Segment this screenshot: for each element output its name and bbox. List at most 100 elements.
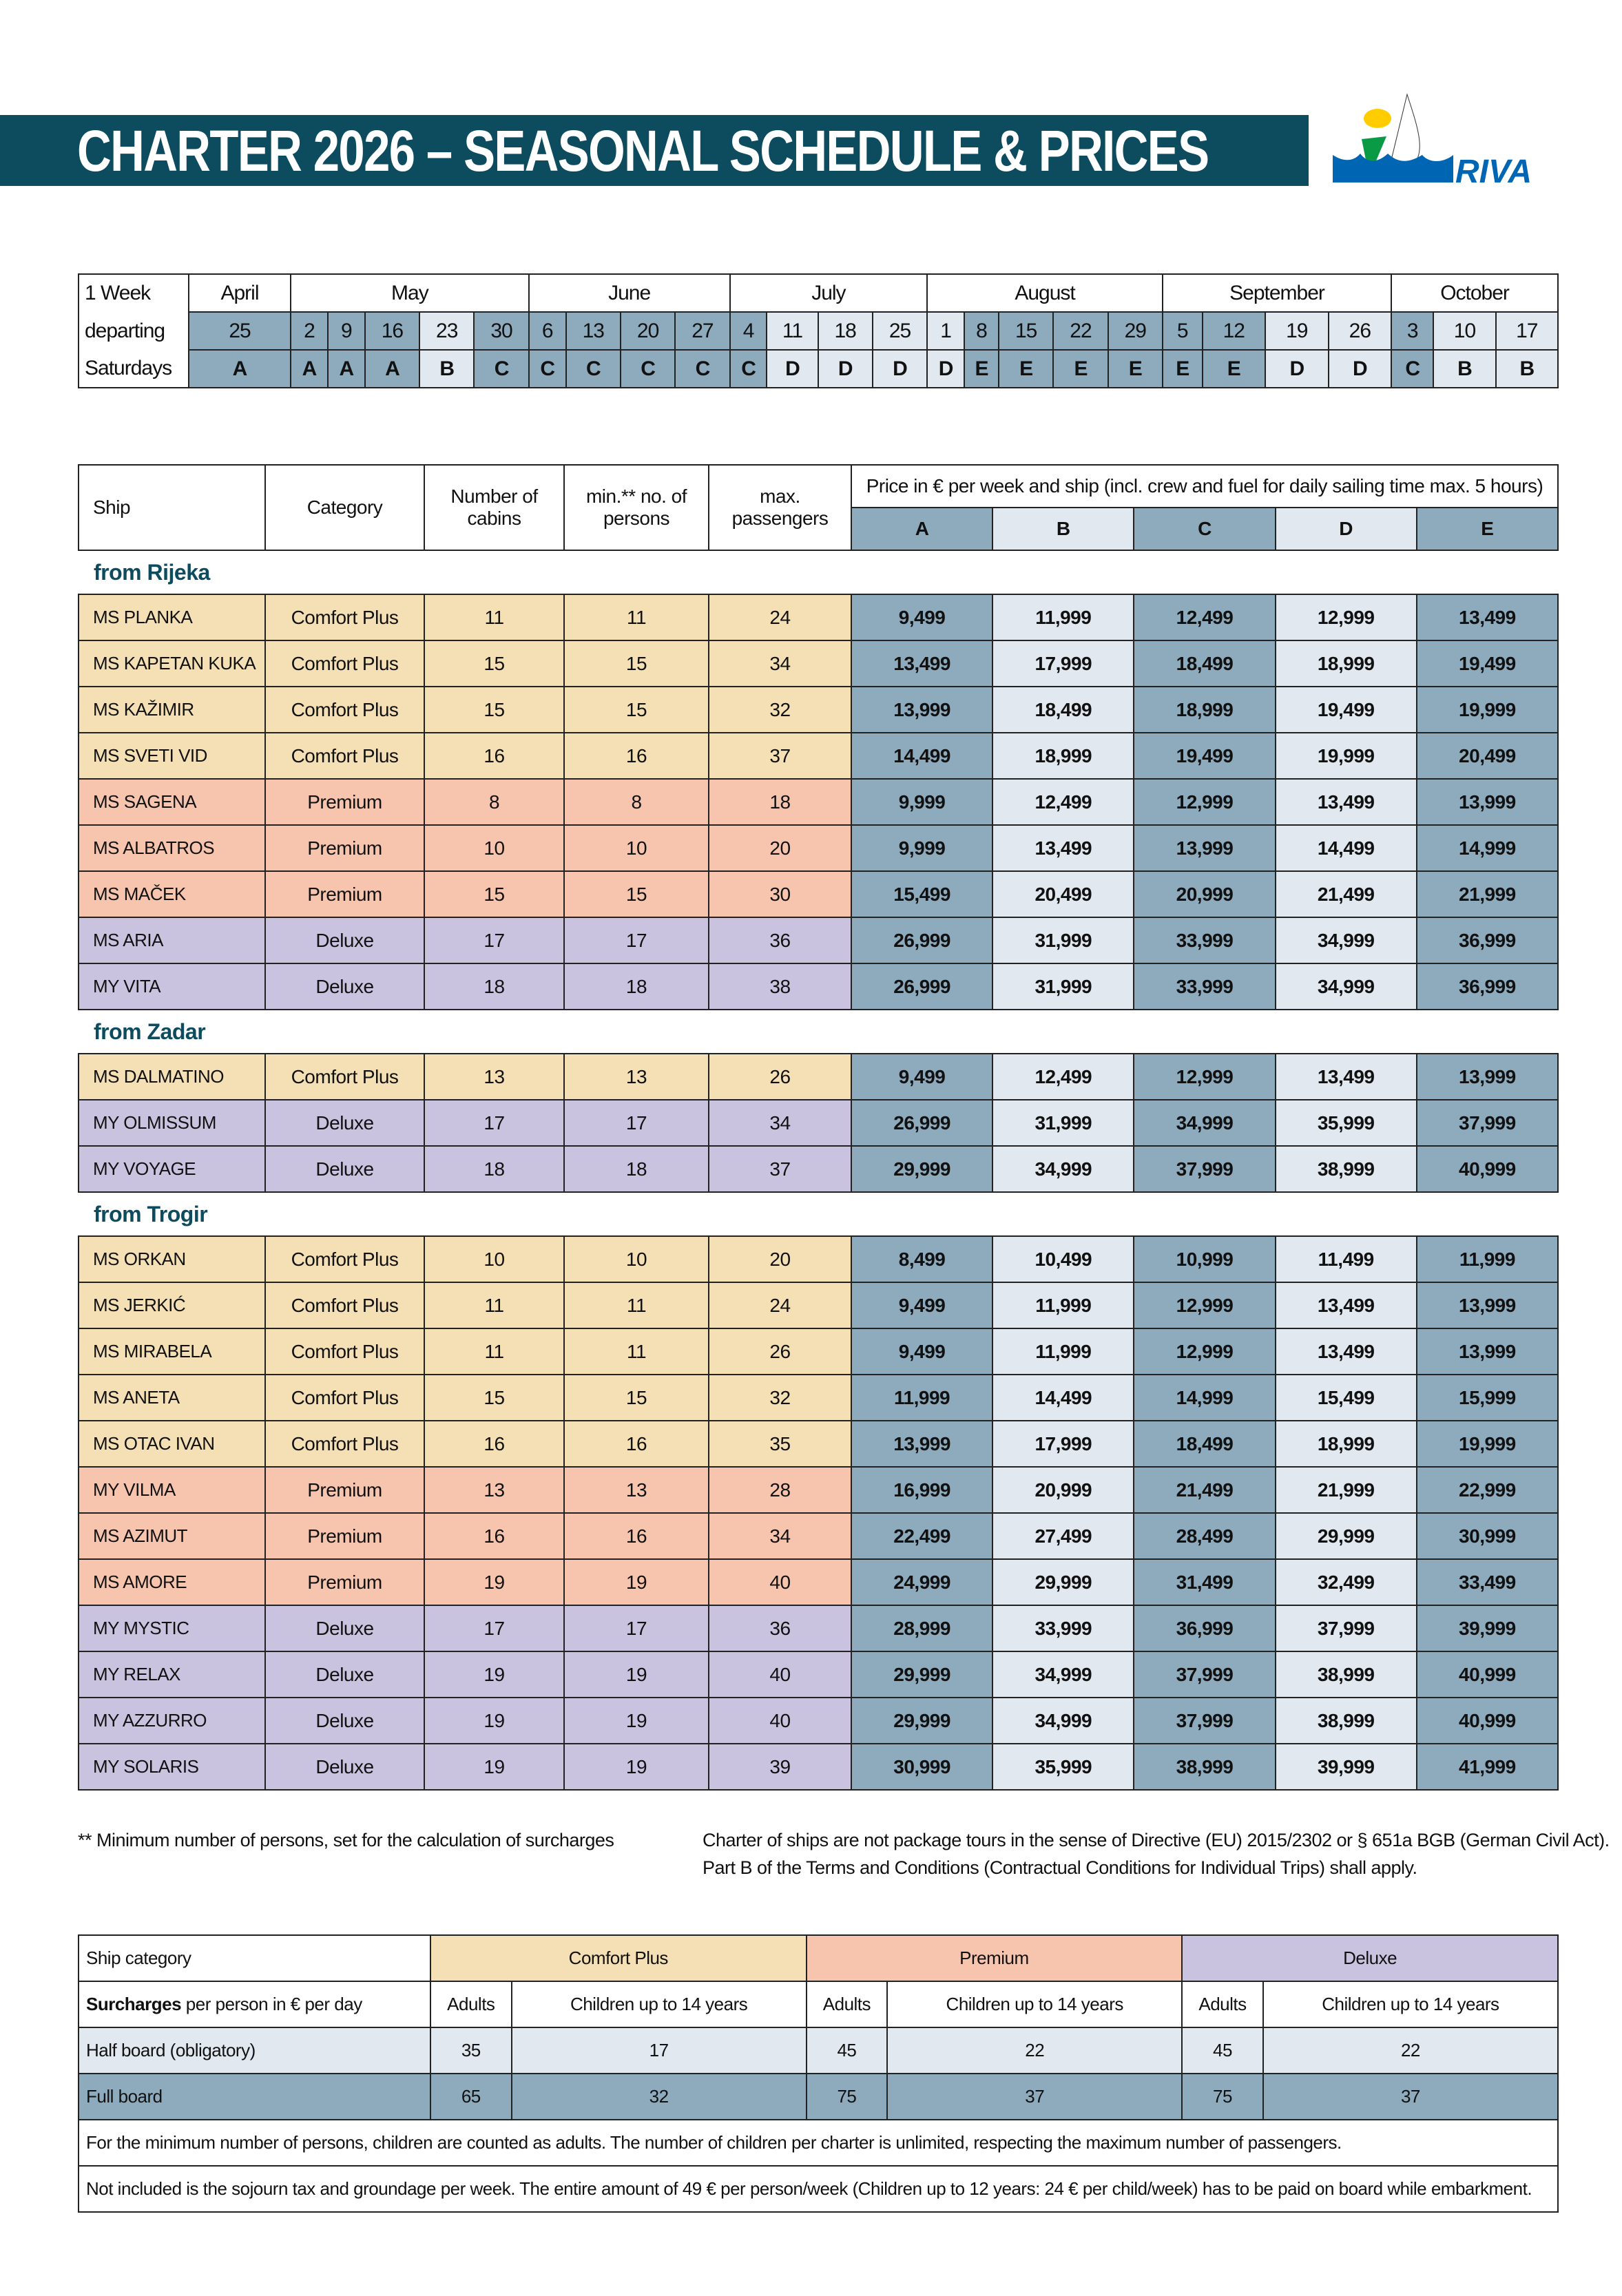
- departure-date: 22: [1052, 311, 1109, 351]
- price-A: 22,499: [850, 1512, 994, 1560]
- season-code: E: [1201, 349, 1267, 388]
- price-E: 37,999: [1415, 1099, 1559, 1147]
- max-passengers: 40: [708, 1697, 852, 1744]
- max-passengers: 37: [708, 1145, 852, 1193]
- price-D: 34,999: [1274, 963, 1417, 1010]
- season-code: C: [729, 349, 768, 388]
- surcharges-rest: per person in € per day: [181, 1994, 362, 2014]
- schedule-row: departing 25 2 9 16 23 30 6 13 20 27 4 11 18 25 1 8 15 22 2…: [78, 311, 1559, 351]
- price-D: 38,999: [1274, 1697, 1417, 1744]
- ship-row: MS ARIA Deluxe 17 17 36 26,999 31,999 33,999 34,…: [78, 917, 1559, 964]
- max-passengers: 34: [708, 1099, 852, 1147]
- ship-category: Deluxe: [264, 1605, 425, 1652]
- price-A: 26,999: [850, 1099, 994, 1147]
- ship-row: MY VITA Deluxe 18 18 38 26,999 31,999 33,999 34,…: [78, 963, 1559, 1010]
- price-C: 31,499: [1133, 1558, 1276, 1606]
- price-B: 33,999: [992, 1605, 1135, 1652]
- ship-category-label: Ship category: [78, 1934, 431, 1982]
- price-E: 36,999: [1415, 963, 1559, 1010]
- price-D: 13,499: [1274, 778, 1417, 826]
- season-code: E: [1161, 349, 1203, 388]
- riva-logo: RIVA: [1333, 93, 1532, 189]
- month-header: July: [729, 273, 928, 313]
- surcharge-value: 45: [1181, 2027, 1264, 2074]
- ship-category: Premium: [264, 824, 425, 872]
- ship-category: Premium: [264, 1512, 425, 1560]
- season-code: C: [674, 349, 731, 388]
- ship-category: Comfort Plus: [264, 686, 425, 733]
- cabins: 19: [424, 1558, 565, 1606]
- cabins: 10: [424, 1235, 565, 1283]
- price-E: 13,499: [1415, 594, 1559, 641]
- price-A: 15,499: [850, 870, 994, 918]
- schedule-row: Saturdays A A A A B C C C C C C D D D D E E E E E E D D C B B: [78, 349, 1559, 388]
- surcharge-value: 75: [1181, 2073, 1264, 2120]
- ship-name: MS SVETI VID: [78, 732, 266, 780]
- max-passengers: 35: [708, 1420, 852, 1468]
- season-code: A: [326, 349, 366, 388]
- ship-category: Deluxe: [264, 963, 425, 1010]
- price-B: 27,499: [992, 1512, 1135, 1560]
- surcharge-note1: For the minimum number of persons, child…: [78, 2119, 1559, 2167]
- max-passengers: 36: [708, 917, 852, 964]
- departure-date: 25: [188, 311, 291, 351]
- cabins: 18: [424, 963, 565, 1010]
- cabins: 18: [424, 1145, 565, 1193]
- price-C: 12,499: [1133, 594, 1276, 641]
- ship-row: MY SOLARIS Deluxe 19 19 39 30,999 35,999 38,999…: [78, 1743, 1559, 1791]
- price-A: 8,499: [850, 1235, 994, 1283]
- price-A: 16,999: [850, 1466, 994, 1514]
- ship-category: Comfort Plus: [264, 594, 425, 641]
- price-E: 40,999: [1415, 1697, 1559, 1744]
- logo-sun: [1364, 109, 1391, 128]
- price-C: 12,999: [1133, 778, 1276, 826]
- ship-category: Premium: [264, 1558, 425, 1606]
- min-persons: 15: [563, 1374, 709, 1421]
- min-persons: 18: [563, 1145, 709, 1193]
- ship-row: MS ORKAN Comfort Plus 10 10 20 8,499 10,499 10,…: [78, 1235, 1559, 1283]
- price-E: 40,999: [1415, 1145, 1559, 1193]
- ship-category: Deluxe: [264, 1651, 425, 1698]
- month-header: October: [1391, 273, 1559, 313]
- ship-category: Comfort Plus: [264, 1374, 425, 1421]
- season-code: B: [419, 349, 475, 388]
- section-label: from Zadar: [79, 1010, 1558, 1054]
- price-E: 36,999: [1415, 917, 1559, 964]
- price-C: 18,499: [1133, 640, 1276, 687]
- season-code: D: [926, 349, 966, 388]
- departure-date: 5: [1161, 311, 1203, 351]
- ship-name: MY SOLARIS: [78, 1743, 266, 1791]
- price-E: 11,999: [1415, 1235, 1559, 1283]
- price-B: 18,499: [992, 686, 1135, 733]
- ship-row: MS KAPETAN KUKA Comfort Plus 15 15 34 13,499 1…: [78, 640, 1559, 687]
- category-header: Comfort Plus: [430, 1934, 807, 1982]
- schedule-label: departing: [78, 312, 189, 350]
- price-B: 11,999: [992, 1282, 1135, 1329]
- max-passengers: 24: [708, 594, 852, 641]
- price-C: 37,999: [1133, 1651, 1276, 1698]
- price-E: 13,999: [1415, 1053, 1559, 1100]
- header-max: max. passengers: [708, 464, 852, 551]
- season-code: B: [1433, 349, 1497, 388]
- page-title: CHARTER 2026 – SEASONAL SCHEDULE & PRICE…: [77, 118, 1209, 183]
- departure-date: 27: [674, 311, 731, 351]
- max-passengers: 37: [708, 732, 852, 780]
- surcharge-note-row: For the minimum number of persons, child…: [78, 2119, 1559, 2167]
- price-E: 40,999: [1415, 1651, 1559, 1698]
- min-persons: 15: [563, 686, 709, 733]
- price-D: 21,499: [1274, 870, 1417, 918]
- season-code: E: [964, 349, 999, 388]
- price-B: 18,999: [992, 732, 1135, 780]
- ship-row: MS ALBATROS Premium 10 10 20 9,999 13,499 13,99…: [78, 824, 1559, 872]
- season-code: B: [1495, 349, 1559, 388]
- price-B: 20,499: [992, 870, 1135, 918]
- min-persons: 15: [563, 640, 709, 687]
- children-header: Children up to 14 years: [1262, 1981, 1559, 2028]
- ship-row: MS DALMATINO Comfort Plus 13 13 26 9,499 12,49…: [78, 1053, 1559, 1100]
- price-D: 29,999: [1274, 1512, 1417, 1560]
- season-code: E: [1107, 349, 1163, 388]
- max-passengers: 36: [708, 1605, 852, 1652]
- surcharge-value: 37: [886, 2073, 1183, 2120]
- min-persons: 13: [563, 1053, 709, 1100]
